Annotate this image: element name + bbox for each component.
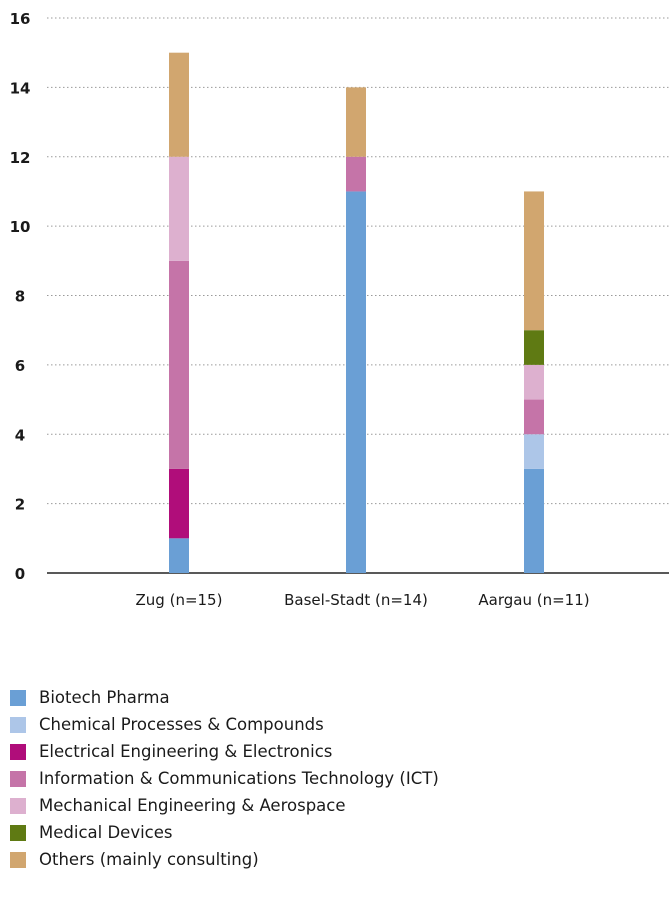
stacked-bar-chart: 0 2 4 6 8 10 12 14 16 Zug (n=15) Basel-Stadt (n=14…	[10, 10, 669, 609]
x-tick-label: Basel-Stadt (n=14)	[284, 591, 428, 609]
bar-segment	[524, 364, 544, 400]
legend-swatch	[10, 851, 26, 868]
y-tick-label: 4	[15, 426, 25, 444]
bar-segment	[346, 87, 366, 157]
x-tick-label: Zug (n=15)	[136, 591, 223, 609]
y-tick-label: 16	[10, 10, 31, 28]
chart-canvas: 0 2 4 6 8 10 12 14 16 Zug (n=15) Basel-Stadt (n=14…	[10, 10, 669, 609]
legend-item: Medical Devices	[10, 819, 439, 846]
bar-segment	[524, 399, 544, 435]
y-tick-label: 0	[15, 565, 25, 583]
legend-item: Electrical Engineering & Electronics	[10, 738, 439, 765]
y-tick-label: 6	[15, 357, 25, 375]
legend-label: Electrical Engineering & Electronics	[39, 741, 333, 761]
y-tick-label: 14	[10, 79, 31, 97]
legend-swatch	[10, 824, 26, 841]
legend-item: Chemical Processes & Compounds	[10, 711, 439, 738]
bar-segment	[169, 468, 189, 539]
x-tick-label: Aargau (n=11)	[478, 591, 589, 609]
bar-segment	[169, 156, 189, 261]
legend-item: Others (mainly consulting)	[10, 846, 439, 873]
bar-segment	[169, 538, 189, 573]
bar-segment	[524, 434, 544, 469]
legend-swatch	[10, 743, 26, 760]
legend-swatch	[10, 689, 26, 706]
bar-segment	[169, 260, 189, 469]
legend-item: Mechanical Engineering & Aerospace	[10, 792, 439, 819]
legend-label: Others (mainly consulting)	[39, 849, 259, 869]
legend-label: Medical Devices	[39, 822, 173, 842]
bar-segment	[524, 330, 544, 365]
legend: Biotech Pharma Chemical Processes & Compo…	[10, 684, 439, 873]
legend-swatch	[10, 770, 26, 787]
legend-label: Chemical Processes & Compounds	[39, 714, 324, 734]
legend-label: Information & Communications Technology …	[39, 768, 439, 788]
y-tick-label: 2	[15, 496, 25, 514]
bar-segment	[169, 52, 189, 157]
legend-swatch	[10, 797, 26, 814]
legend-label: Mechanical Engineering & Aerospace	[39, 795, 346, 815]
legend-item: Information & Communications Technology …	[10, 765, 439, 792]
legend-swatch	[10, 716, 26, 733]
bar-segment	[346, 191, 366, 573]
legend-item: Biotech Pharma	[10, 684, 439, 711]
bar-segment	[524, 468, 544, 573]
legend-label: Biotech Pharma	[39, 687, 170, 707]
y-tick-label: 10	[10, 218, 31, 236]
y-tick-label: 8	[15, 288, 25, 306]
bar-segment	[524, 191, 544, 331]
y-tick-label: 12	[10, 149, 31, 167]
bar-segment	[346, 156, 366, 192]
